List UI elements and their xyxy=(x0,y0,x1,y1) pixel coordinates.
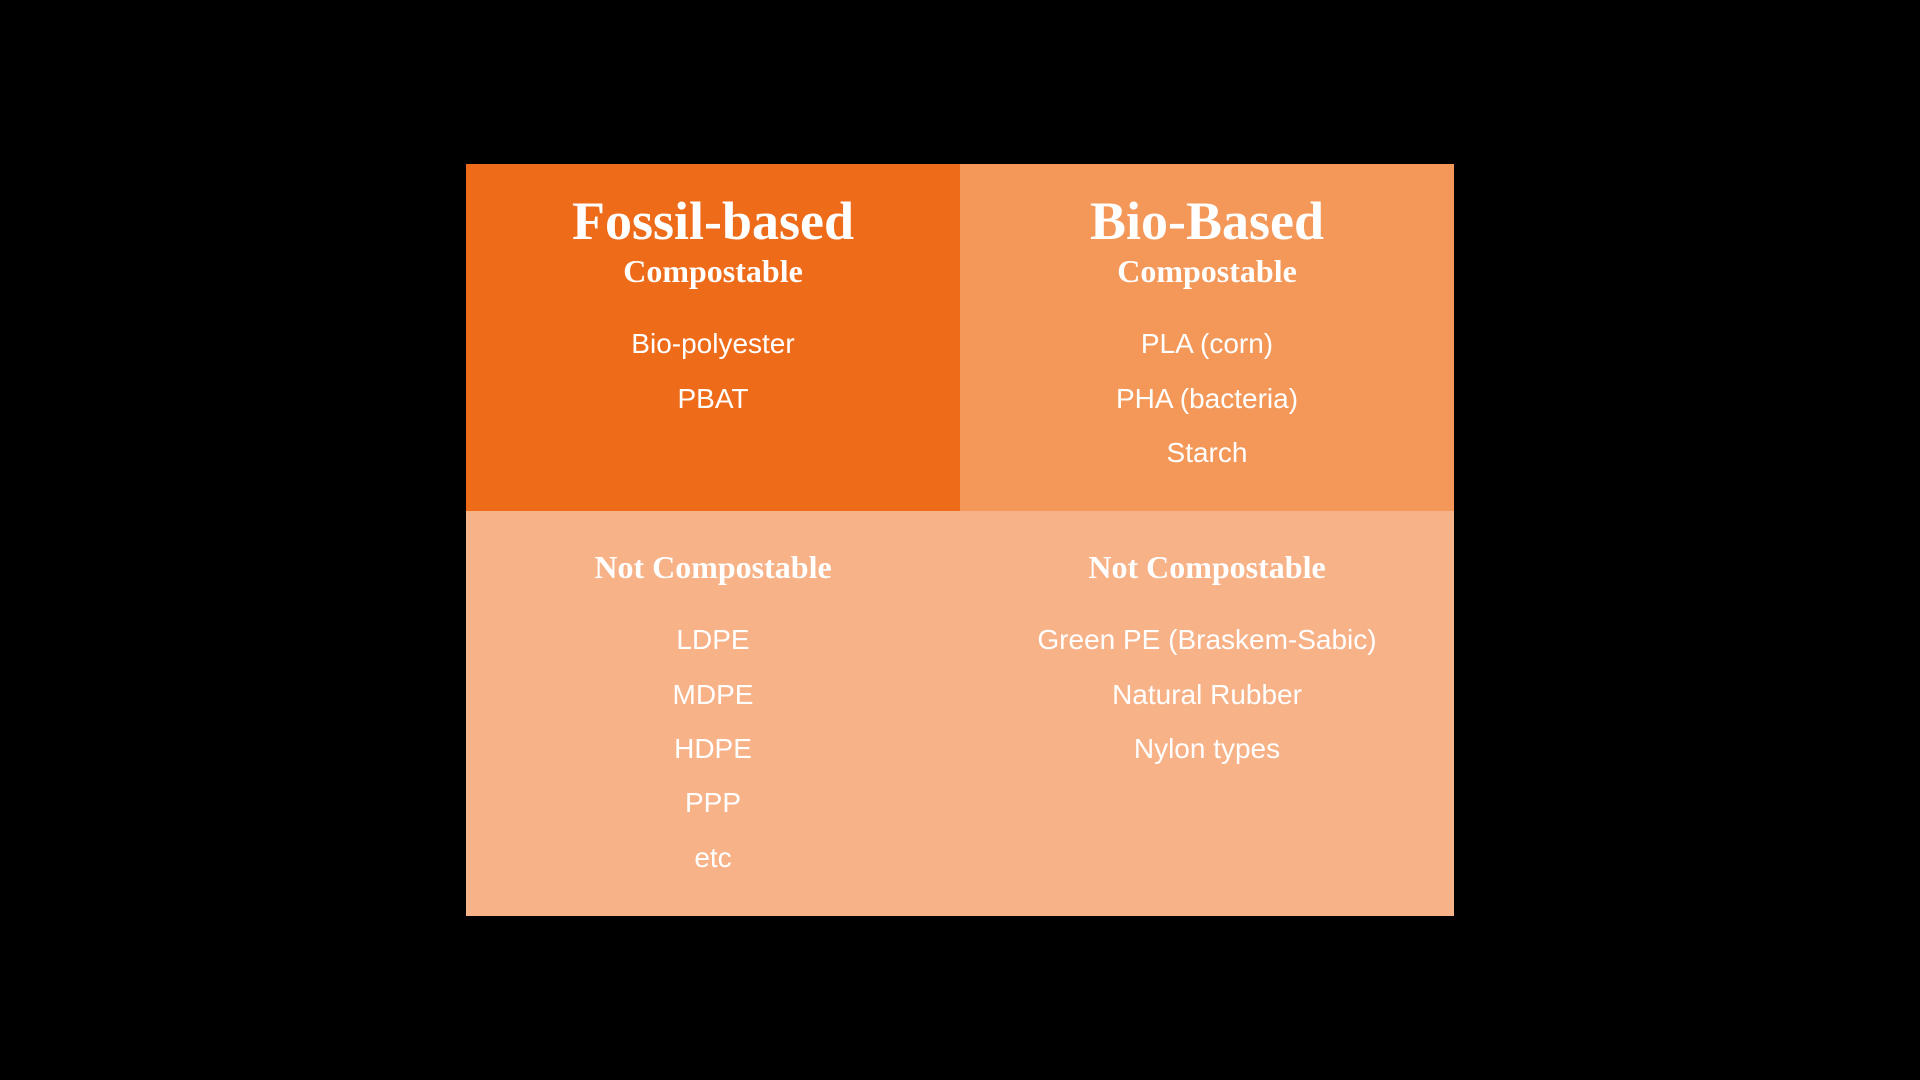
list-item: Starch xyxy=(1167,435,1248,471)
quadrant-subtitle: Compostable xyxy=(980,253,1434,290)
quadrant-subtitle: Not Compostable xyxy=(486,549,940,586)
quadrant-fossil-not-compostable: Not Compostable LDPE MDPE HDPE PPP etc xyxy=(466,511,960,916)
quadrant-items: Green PE (Braskem-Sabic) Natural Rubber … xyxy=(980,622,1434,767)
list-item: HDPE xyxy=(674,731,752,767)
list-item: Natural Rubber xyxy=(1112,677,1302,713)
quadrant-subtitle: Compostable xyxy=(486,253,940,290)
list-item: etc xyxy=(694,840,731,876)
quadrant-fossil-compostable: Fossil-based Compostable Bio-polyester P… xyxy=(466,164,960,512)
list-item: PBAT xyxy=(677,381,748,417)
quadrant-items: Bio-polyester PBAT xyxy=(486,326,940,417)
quadrant-items: LDPE MDPE HDPE PPP etc xyxy=(486,622,940,876)
list-item: LDPE xyxy=(676,622,749,658)
list-item: PLA (corn) xyxy=(1141,326,1273,362)
plastics-matrix: Fossil-based Compostable Bio-polyester P… xyxy=(466,164,1454,917)
quadrant-items: PLA (corn) PHA (bacteria) Starch xyxy=(980,326,1434,471)
list-item: Bio-polyester xyxy=(631,326,794,362)
quadrant-subtitle: Not Compostable xyxy=(980,549,1434,586)
quadrant-title: Fossil-based xyxy=(486,192,940,251)
quadrant-bio-compostable: Bio-Based Compostable PLA (corn) PHA (ba… xyxy=(960,164,1454,512)
quadrant-title: Bio-Based xyxy=(980,192,1434,251)
quadrant-bio-not-compostable: Not Compostable Green PE (Braskem-Sabic)… xyxy=(960,511,1454,916)
list-item: Nylon types xyxy=(1134,731,1280,767)
list-item: Green PE (Braskem-Sabic) xyxy=(1037,622,1376,658)
list-item: PPP xyxy=(685,785,741,821)
list-item: MDPE xyxy=(673,677,754,713)
list-item: PHA (bacteria) xyxy=(1116,381,1298,417)
